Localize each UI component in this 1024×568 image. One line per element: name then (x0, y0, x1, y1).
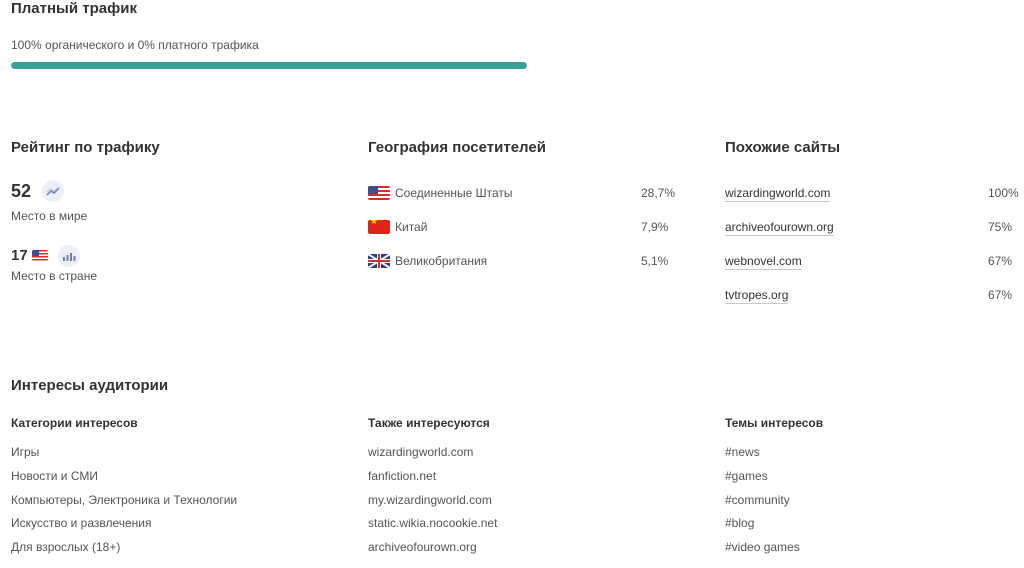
also-site-link[interactable]: my.wizardingworld.com (368, 493, 492, 507)
also-site-link[interactable]: wizardingworld.com (368, 445, 474, 459)
category-item[interactable]: Игры (11, 445, 40, 459)
country-rank-value: 17 (11, 247, 28, 264)
topics-header: Темы интересов (725, 416, 824, 430)
similar-site-link[interactable]: archiveofourown.org (725, 220, 834, 236)
us-flag-icon (368, 186, 390, 200)
similar-site-value: 100% (988, 186, 1019, 200)
also-site-link[interactable]: static.wikia.nocookie.net (368, 516, 498, 530)
similar-title: Похожие сайты (725, 139, 841, 156)
us-flag-icon (32, 250, 48, 261)
topic-tag[interactable]: #games (725, 469, 768, 483)
geo-country-name: Китай (395, 220, 428, 234)
similar-site-value: 67% (988, 288, 1013, 302)
traffic-progress-bar (11, 62, 527, 69)
also-site-link[interactable]: archiveofourown.org (368, 540, 477, 554)
world-rank-label: Место в мире (11, 209, 88, 223)
also-site-link[interactable]: fanfiction.net (368, 469, 437, 483)
similar-site-link[interactable]: tvtropes.org (725, 288, 789, 304)
categories-header: Категории интересов (11, 416, 138, 430)
similar-site-link[interactable]: wizardingworld.com (725, 186, 831, 202)
interests-title: Интересы аудитории (11, 377, 169, 394)
category-item[interactable]: Искусство и развлечения (11, 516, 152, 530)
geo-country-value: 28,7% (641, 186, 676, 200)
geo-title: География посетителей (368, 139, 546, 156)
gb-flag-icon (368, 254, 390, 268)
paid-traffic-title: Платный трафик (11, 0, 137, 17)
geo-country-value: 5,1% (641, 254, 669, 268)
world-rank-value: 52 (11, 181, 32, 201)
paid-traffic-summary: 100% органического и 0% платного трафика (11, 38, 259, 52)
geo-country-name: Великобритания (395, 254, 488, 268)
similar-site-value: 75% (988, 220, 1013, 234)
similar-site-value: 67% (988, 254, 1013, 268)
category-item[interactable]: Новости и СМИ (11, 469, 98, 483)
topic-tag[interactable]: #community (725, 493, 790, 507)
rank-title: Рейтинг по трафику (11, 139, 160, 156)
topic-tag[interactable]: #video games (725, 540, 800, 554)
country-trend-icon[interactable] (58, 245, 80, 267)
cn-flag-icon (368, 220, 390, 234)
country-rank-label: Место в стране (11, 269, 98, 283)
traffic-progress-fill (11, 62, 527, 69)
category-item[interactable]: Компьютеры, Электроника и Технологии (11, 493, 238, 507)
also-header: Также интересуются (368, 416, 490, 430)
geo-country-value: 7,9% (641, 220, 669, 234)
topic-tag[interactable]: #news (725, 445, 760, 459)
topic-tag[interactable]: #blog (725, 516, 755, 530)
geo-country-name: Соединенные Штаты (395, 186, 513, 200)
similar-site-link[interactable]: webnovel.com (725, 254, 802, 270)
category-item[interactable]: Для взрослых (18+) (11, 540, 121, 554)
world-trend-icon[interactable] (42, 180, 64, 202)
